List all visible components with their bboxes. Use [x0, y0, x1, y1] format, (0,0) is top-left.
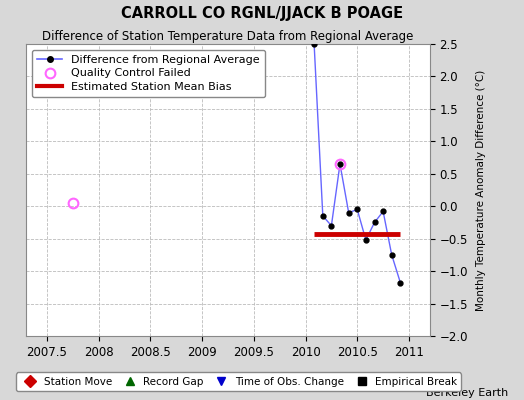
Legend: Difference from Regional Average, Quality Control Failed, Estimated Station Mean: Difference from Regional Average, Qualit…: [32, 50, 265, 97]
Text: Berkeley Earth: Berkeley Earth: [426, 388, 508, 398]
Title: Difference of Station Temperature Data from Regional Average: Difference of Station Temperature Data f…: [42, 30, 413, 43]
Y-axis label: Monthly Temperature Anomaly Difference (°C): Monthly Temperature Anomaly Difference (…: [476, 69, 486, 311]
Legend: Station Move, Record Gap, Time of Obs. Change, Empirical Break: Station Move, Record Gap, Time of Obs. C…: [16, 372, 462, 391]
Text: CARROLL CO RGNL/JJACK B POAGE: CARROLL CO RGNL/JJACK B POAGE: [121, 6, 403, 21]
